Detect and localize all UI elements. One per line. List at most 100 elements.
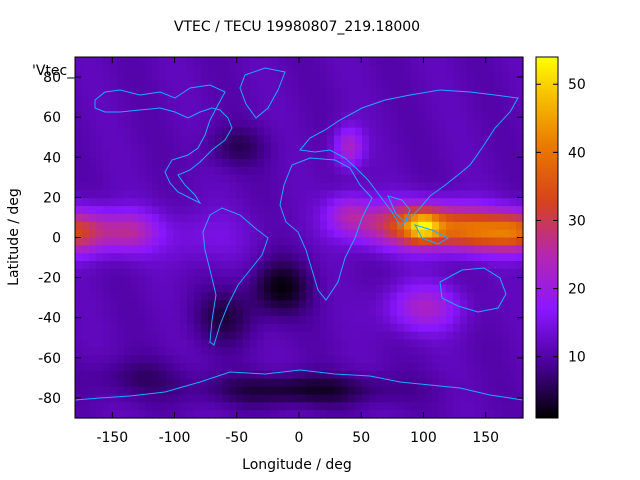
heatmap-cell [257,104,265,113]
heatmap-cell [96,268,104,278]
heatmap-cell [166,111,174,121]
heatmap-cell [89,159,97,168]
heatmap-cell [257,237,265,246]
heatmap-cell [222,308,230,317]
heatmap-cell [362,159,370,168]
heatmap-cell [159,174,167,184]
heatmap-cell [467,96,475,105]
heatmap-cell [306,88,314,97]
heatmap-cell [215,315,223,325]
heatmap-cell [292,300,300,309]
heatmap-cell [89,135,97,144]
heatmap-cell [138,347,146,356]
heatmap-cell [75,221,83,231]
heatmap-cell [236,135,244,144]
heatmap-cell [341,292,349,301]
heatmap-cell [159,355,167,364]
heatmap-cell [222,159,230,168]
heatmap-cell [236,111,244,121]
heatmap-cell [96,64,104,74]
heatmap-cell [404,237,412,246]
heatmap-cell [271,347,279,356]
heatmap-cell [236,151,244,160]
heatmap-cell [404,253,412,262]
heatmap-cell [159,300,167,309]
heatmap-cell [432,378,440,388]
heatmap-cell [103,229,111,239]
heatmap-cell [278,315,286,325]
heatmap-cell [481,151,489,160]
heatmap-cell [509,174,517,184]
heatmap-cell [327,308,335,317]
heatmap-cell [250,80,258,89]
heatmap-cell [362,308,370,317]
heatmap-cell [481,284,489,294]
heatmap-cell [404,370,412,380]
heatmap-cell [285,315,293,325]
heatmap-cell [180,245,188,254]
heatmap-cell [208,410,216,419]
heatmap-cell [453,237,461,246]
heatmap-cell [75,253,83,262]
heatmap-cell [327,111,335,121]
heatmap-cell [376,213,384,223]
heatmap-cell [411,221,419,231]
heatmap-cell [495,57,503,66]
heatmap-cell [264,331,272,341]
heatmap-cell [187,229,195,239]
heatmap-cell [229,111,237,121]
heatmap-cell [355,378,363,388]
heatmap-cell [173,119,181,129]
heatmap-cell [145,237,153,246]
heatmap-cell [124,72,132,82]
heatmap-cell [334,237,342,246]
heatmap-cell [411,96,419,105]
heatmap-cell [355,300,363,309]
heatmap-cell [264,245,272,254]
heatmap-cell [362,80,370,89]
heatmap-cell [152,276,160,286]
heatmap-cell [313,378,321,388]
heatmap-cell [376,143,384,152]
heatmap-cell [446,347,454,356]
heatmap-cell [334,402,342,411]
heatmap-cell [502,410,510,419]
heatmap-cell [285,308,293,317]
heatmap-cell [229,315,237,325]
heatmap-cell [341,111,349,121]
heatmap-cell [222,166,230,176]
heatmap-cell [82,308,90,317]
heatmap-cell [404,394,412,403]
heatmap-cell [110,143,118,152]
heatmap-cell [138,363,146,372]
heatmap-cell [397,104,405,113]
heatmap-cell [299,292,307,301]
heatmap-cell [299,253,307,262]
heatmap-cell [103,339,111,348]
heatmap-cell [495,64,503,74]
heatmap-cell [96,57,104,66]
heatmap-cell [327,276,335,286]
heatmap-cell [411,111,419,121]
chart-title: VTEC / TECU 19980807_219.18000 [174,19,420,35]
heatmap-cell [320,394,328,403]
heatmap-cell [502,182,510,192]
heatmap-cell [229,378,237,388]
heatmap-cell [355,323,363,333]
heatmap-cell [446,370,454,380]
heatmap-cell [355,135,363,144]
heatmap-cell [264,213,272,223]
heatmap-cell [82,276,90,286]
heatmap-cell [159,96,167,105]
heatmap-cell [117,104,125,113]
heatmap-cell [285,72,293,82]
heatmap-cell [96,347,104,356]
heatmap-cell [383,410,391,419]
heatmap-cell [432,111,440,121]
heatmap-cell [250,331,258,341]
heatmap-cell [208,182,216,192]
heatmap-cell [159,119,167,129]
heatmap-cell [229,119,237,129]
heatmap-cell [299,355,307,364]
heatmap-cell [124,276,132,286]
